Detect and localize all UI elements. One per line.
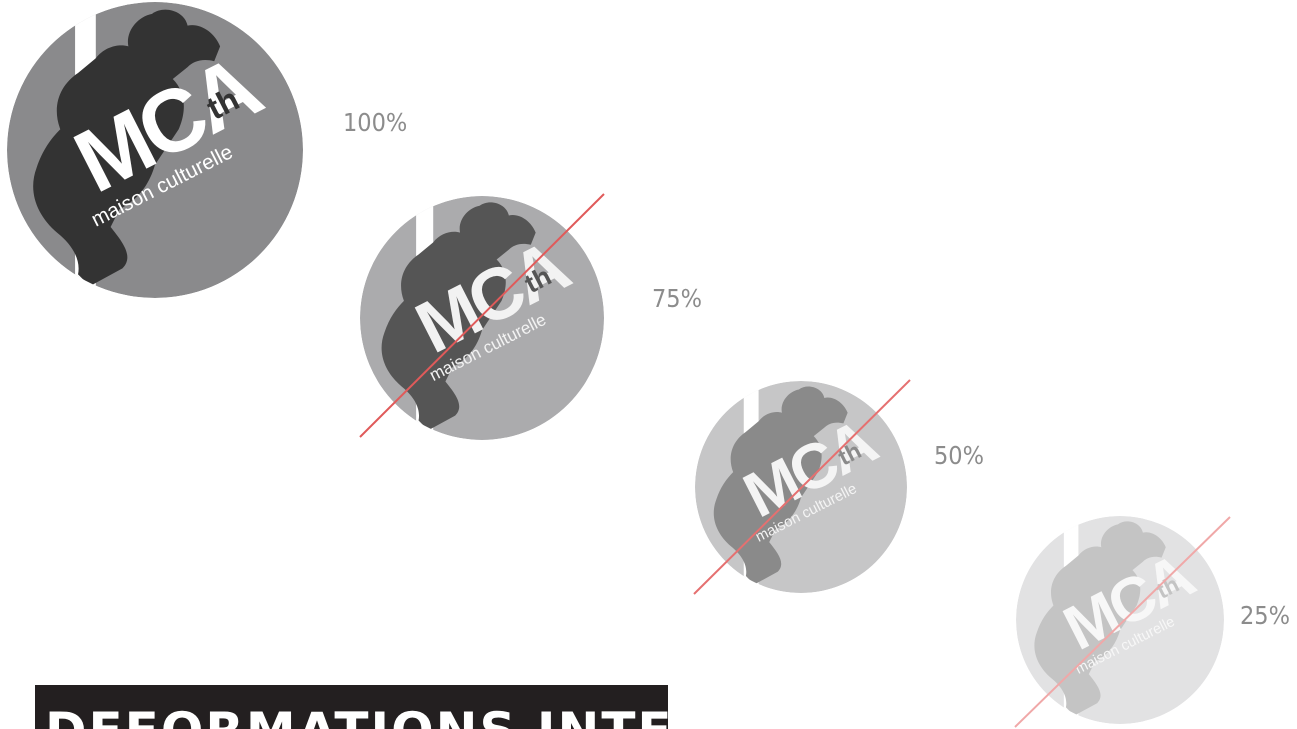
logo-clip [6,1,303,299]
heading-box [35,685,668,729]
heading: DEFORMATIONS INTERDITES [45,702,888,729]
logo-clip [1016,516,1224,724]
strike-line [693,379,911,595]
logo-figure [33,9,221,287]
logo-figure [713,386,848,585]
opacity-label: 50% [934,441,984,470]
opacity-label: 100% [343,108,407,137]
strike-line [1014,516,1231,728]
opacity-label: 75% [652,284,702,313]
logo-figure [381,202,536,431]
logo-figure [1034,521,1166,716]
logo-clip [360,195,604,441]
strike-line [359,193,605,438]
opacity-label: 25% [1240,601,1290,630]
